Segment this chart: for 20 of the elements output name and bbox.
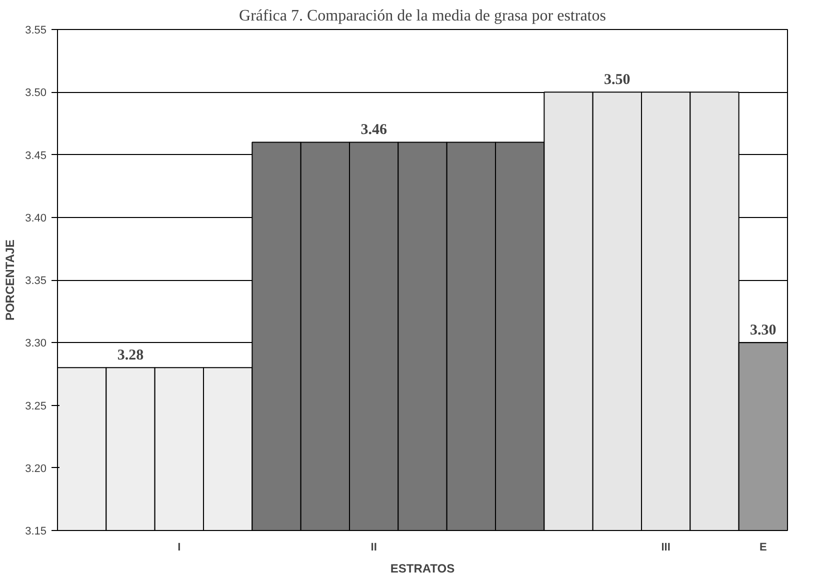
data-label: 3.28 bbox=[117, 348, 144, 364]
y-tick-label: 3.30 bbox=[25, 338, 47, 350]
data-label: 3.46 bbox=[360, 122, 388, 138]
y-tick-label: 3.15 bbox=[25, 526, 47, 538]
y-tick-label: 3.35 bbox=[25, 275, 47, 287]
x-tick-label: E bbox=[760, 542, 767, 554]
x-tick-label: I bbox=[178, 542, 181, 554]
y-tick-label: 3.20 bbox=[25, 462, 47, 475]
data-label: 3.30 bbox=[750, 322, 776, 339]
data-label: 3.50 bbox=[604, 72, 630, 88]
y-tick-label: 3.25 bbox=[25, 400, 47, 412]
y-tick-label: 3.50 bbox=[25, 87, 47, 100]
x-tick-label: III bbox=[661, 542, 670, 554]
chart-title: Gráfica 7. Comparación de la media de grasa por estratos bbox=[239, 8, 606, 24]
y-tick-label: 3.40 bbox=[25, 212, 47, 224]
x-axis-title: ESTRATOS bbox=[390, 562, 455, 576]
y-tick-label: 3.55 bbox=[25, 24, 47, 36]
x-tick-label: II bbox=[370, 542, 377, 554]
y-axis-title: PORCENTAJE bbox=[3, 239, 18, 321]
y-tick-label: 3.45 bbox=[25, 150, 47, 162]
